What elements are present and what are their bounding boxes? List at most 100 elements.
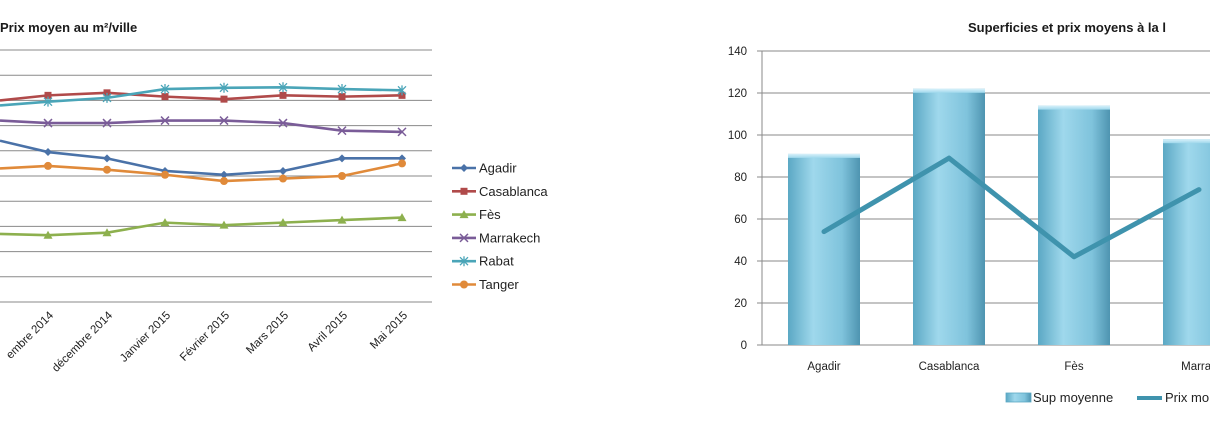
series-point bbox=[160, 218, 170, 227]
bar-top bbox=[913, 88, 985, 93]
bar-chart-line bbox=[821, 155, 1202, 260]
series-line bbox=[0, 85, 403, 107]
bar-chart-legend: Sup moyenne Prix mo bbox=[1005, 390, 1209, 405]
series-point bbox=[398, 91, 406, 99]
series-line-prix-moyen bbox=[821, 155, 1202, 260]
series-point bbox=[219, 82, 229, 93]
bar-chart-bars bbox=[788, 88, 1210, 346]
series-point bbox=[337, 84, 347, 95]
series-point bbox=[278, 118, 288, 128]
bar-chart-x-label: Fès bbox=[1064, 361, 1083, 373]
bar-body bbox=[1163, 139, 1210, 345]
series-point bbox=[338, 154, 346, 163]
series-point bbox=[103, 154, 111, 163]
series-point bbox=[220, 95, 228, 103]
legend-label: Tanger bbox=[479, 277, 519, 292]
series-point bbox=[220, 170, 228, 179]
series-point bbox=[338, 172, 346, 180]
series-point bbox=[397, 85, 407, 96]
series-point bbox=[279, 174, 287, 183]
bar-chart: Superficies et prix moyens à la l 0 20 40 6… bbox=[728, 20, 1210, 405]
series-point bbox=[219, 220, 229, 229]
series-point bbox=[460, 187, 468, 195]
bar-chart-y-tick: 60 bbox=[734, 214, 747, 226]
series-point bbox=[44, 161, 52, 170]
legend-swatch bbox=[1005, 392, 1032, 403]
bar-chart-y-tick: 80 bbox=[734, 172, 747, 184]
bar-chart-x-label: Casablanca bbox=[919, 361, 980, 373]
series-point bbox=[103, 89, 111, 97]
legend-item: Agadir bbox=[452, 161, 517, 176]
series-fès bbox=[0, 213, 407, 239]
bar bbox=[1038, 105, 1110, 345]
line-chart-x-label: Mai 2015 bbox=[368, 310, 410, 352]
series-point bbox=[337, 215, 347, 224]
bar-chart-title: Superficies et prix moyens à la l bbox=[968, 20, 1166, 35]
series-line bbox=[0, 162, 403, 183]
series-point bbox=[338, 93, 346, 101]
series-agadir bbox=[0, 139, 406, 179]
line-chart-legend: Agadir Casablanca Fès Marrakech Rabat Tanger bbox=[452, 161, 548, 292]
bar-chart-y-tick: 40 bbox=[734, 256, 747, 268]
series-point bbox=[279, 91, 287, 99]
line-chart-x-label: décembre 2014 bbox=[50, 309, 115, 374]
legend-item: Rabat bbox=[452, 254, 514, 269]
bar-chart-y-ticks: 0 20 40 60 80 100 120 140 bbox=[728, 46, 747, 352]
legend-label: Prix mo bbox=[1165, 390, 1209, 405]
series-point bbox=[44, 148, 52, 157]
legend-item: Marrakech bbox=[452, 230, 540, 245]
series-line bbox=[0, 216, 403, 237]
series-line bbox=[0, 119, 403, 134]
series-point bbox=[161, 93, 169, 101]
bar-top bbox=[788, 153, 860, 158]
series-point bbox=[102, 92, 112, 103]
bar bbox=[913, 88, 985, 346]
legend-item: Prix mo bbox=[1137, 390, 1209, 405]
series-point bbox=[278, 218, 288, 227]
bar-chart-y-tick: 140 bbox=[728, 46, 747, 58]
bar-chart-y-tick: 100 bbox=[728, 130, 747, 142]
series-point bbox=[161, 170, 169, 179]
series-line bbox=[0, 91, 403, 102]
bar-body bbox=[1038, 105, 1110, 345]
series-casablanca bbox=[0, 89, 406, 103]
series-point bbox=[44, 91, 52, 99]
series-point bbox=[102, 228, 112, 237]
bar-body bbox=[913, 88, 985, 346]
series-tanger bbox=[0, 159, 406, 186]
line-chart-x-label: Janvier 2015 bbox=[118, 310, 173, 365]
line-chart-x-label: Mars 2015 bbox=[244, 310, 291, 357]
series-point bbox=[160, 84, 170, 95]
bar-chart-x-label: Marrak bbox=[1181, 361, 1210, 373]
series-point bbox=[220, 177, 228, 186]
series-point bbox=[160, 116, 170, 126]
bar-chart-x-labels: Agadir Casablanca Fès Marrak bbox=[807, 361, 1210, 373]
bar-body bbox=[788, 153, 860, 345]
line-chart-x-label: Février 2015 bbox=[178, 310, 232, 364]
series-line bbox=[0, 139, 402, 177]
series-point bbox=[43, 96, 53, 107]
bar-chart-y-tick: 120 bbox=[728, 88, 747, 100]
legend-label: Marrakech bbox=[479, 230, 540, 245]
legend-label: Rabat bbox=[479, 254, 514, 269]
line-chart-title: Prix moyen au m²/ville bbox=[0, 20, 137, 35]
series-point bbox=[219, 116, 229, 126]
legend-item: Sup moyenne bbox=[1005, 390, 1113, 405]
series-point bbox=[279, 166, 287, 175]
legend-label: Sup moyenne bbox=[1033, 390, 1113, 405]
series-marrakech bbox=[0, 116, 407, 137]
series-point bbox=[459, 210, 469, 219]
series-point bbox=[460, 280, 468, 289]
legend-label: Agadir bbox=[479, 161, 517, 176]
legend-item: Fès bbox=[452, 207, 501, 222]
line-chart-x-label: embre 2014 bbox=[4, 309, 56, 361]
series-point bbox=[102, 118, 112, 128]
legend-item: Tanger bbox=[452, 277, 519, 292]
bar bbox=[1163, 139, 1210, 345]
series-point bbox=[398, 159, 406, 168]
series-point bbox=[459, 256, 469, 267]
legend-item: Casablanca bbox=[452, 184, 548, 199]
series-point bbox=[43, 230, 53, 239]
